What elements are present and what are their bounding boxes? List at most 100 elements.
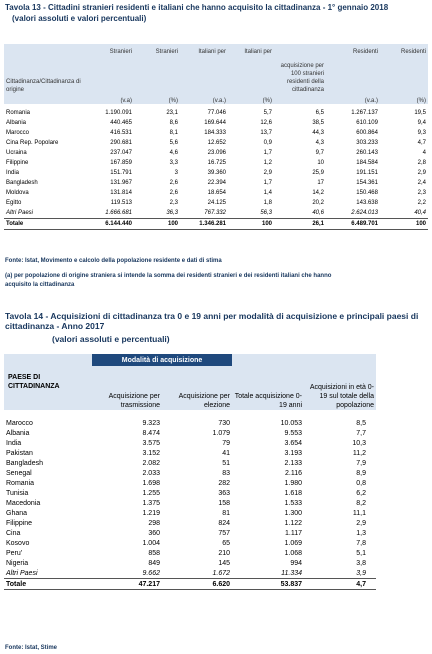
value-cell: 6.144.440 (86, 218, 134, 230)
t14-title: Tavola 14 - Acquisizioni di cittadinanza… (5, 311, 419, 331)
data-row: Moldova 131.814 2,6 18.654 1,4 14,2 150.468 2,3 (4, 188, 428, 198)
row-label: Totale (4, 218, 86, 230)
value-cell: 1,8 (263, 200, 272, 206)
value-cell: 2,9 (417, 170, 426, 176)
t14-subtitle: (valori assoluti e percentuali) (52, 334, 170, 344)
t13-source: Fonte: Istat, Movimento e calcolo della … (5, 258, 222, 264)
value-cell: 1.672 (212, 569, 231, 577)
value-cell: 8,1 (169, 130, 178, 136)
header-cell: Residenti (380, 44, 428, 94)
value-cell: 77.046 (207, 110, 226, 116)
value-cell: 1.190.091 (105, 110, 132, 116)
value-cell: 53.837 (232, 578, 305, 590)
row-label: India (6, 170, 20, 176)
value-cell: 1.219 (142, 509, 160, 517)
row-label: Marocco (6, 130, 30, 136)
value-cell: 849 (148, 559, 160, 567)
value-cell: 9,3 (417, 130, 426, 136)
value-cell: 11,2 (352, 449, 367, 457)
value-cell: 131.967 (110, 180, 132, 186)
value-cell: 65 (222, 539, 231, 547)
value-cell: 26,1 (274, 218, 326, 230)
value-cell: 2,6 (169, 180, 178, 186)
data-row: Macedonia 1.375 158 1.533 8,2 (4, 498, 376, 508)
value-cell: 1.533 (284, 499, 303, 507)
row-label: Romania (6, 110, 31, 116)
value-cell: 169.644 (204, 120, 226, 126)
row-label: Albania (6, 120, 27, 126)
row-label: Ghana (6, 509, 28, 517)
value-cell: 2,6 (169, 190, 178, 196)
value-cell: 167.859 (110, 160, 132, 166)
value-cell: 1.375 (142, 499, 160, 507)
row-label: Tunisia (6, 489, 29, 497)
row-label: Romania (6, 479, 35, 487)
value-cell: 145 (218, 559, 231, 567)
header-cell: Cittadinanza/Cittadinanza di origine (4, 44, 86, 94)
data-row: Bangladesh 131.967 2,6 22.394 1,7 17 154.361 2,… (4, 178, 428, 188)
value-cell: 13,7 (260, 130, 272, 136)
value-cell: 994 (290, 559, 303, 567)
value-cell: 2,2 (417, 200, 426, 206)
value-cell: 79 (222, 439, 231, 447)
row-label: Cina Rep. Popolare (6, 140, 59, 146)
row-label: Marocco (6, 419, 33, 427)
data-row: Senegal 2.033 83 2.116 8,9 (4, 468, 376, 478)
value-cell: 237.047 (110, 150, 132, 156)
value-cell: 1,2 (263, 160, 272, 166)
row-label: Totale (4, 578, 92, 590)
value-cell: 184.584 (356, 160, 378, 166)
data-row: India 151.791 3 39.360 2,9 25,9 191.151 2,9 (4, 168, 428, 178)
value-cell: 7,7 (356, 429, 367, 437)
value-cell: 154.361 (356, 180, 378, 186)
value-cell: 36,3 (166, 210, 178, 216)
value-cell: 2,3 (169, 200, 178, 206)
value-cell: 3,8 (356, 559, 367, 567)
value-cell: 360 (148, 529, 160, 537)
value-cell: 119.513 (110, 200, 132, 206)
value-cell: 282 (218, 479, 231, 487)
value-cell: 600.864 (356, 130, 378, 136)
value-cell: 1.698 (142, 479, 160, 487)
row-label: Moldova (6, 190, 29, 196)
value-cell: 25,9 (312, 170, 324, 176)
value-cell: 16.725 (207, 160, 226, 166)
unit-cell: (%) (380, 94, 428, 104)
header-cell: Residenti (326, 44, 380, 94)
header-cell: PAESE DI CITTADINANZA (4, 354, 92, 410)
data-row: Marocco 416.531 8,1 184.333 13,7 44,3 600.864 9… (4, 128, 428, 138)
value-cell: 18.654 (207, 190, 226, 196)
data-row: Filippine 167.859 3,3 16.725 1,2 10 184.584 2,8 (4, 158, 428, 168)
value-cell: 260.143 (356, 150, 378, 156)
value-cell: 1,3 (356, 529, 367, 537)
value-cell: 8,6 (169, 120, 178, 126)
value-cell: 8.474 (142, 429, 160, 437)
value-cell: 184.333 (204, 130, 226, 136)
value-cell: 7,9 (356, 459, 367, 467)
value-cell: 2.082 (142, 459, 160, 467)
value-cell: 12.652 (207, 140, 226, 146)
value-cell: 8,2 (356, 499, 367, 507)
value-cell: 1.346.281 (180, 218, 228, 230)
value-cell: 3.193 (284, 449, 303, 457)
value-cell: 2.033 (142, 469, 160, 477)
value-cell: 158 (218, 499, 231, 507)
value-cell: 10,3 (352, 439, 367, 447)
value-cell: 6,5 (315, 110, 324, 116)
value-cell: 767.332 (204, 210, 226, 216)
header-cell: Stranieri (86, 44, 134, 94)
value-cell: 5,6 (169, 140, 178, 146)
data-row: Nigeria 849 145 994 3,8 (4, 558, 376, 568)
value-cell: 8,5 (356, 419, 367, 427)
unit-cell (4, 94, 86, 104)
group-header: Modalità di acquisizione (92, 354, 233, 366)
value-cell: 3.152 (142, 449, 160, 457)
data-row: Peru' 858 210 1.068 5,1 (4, 548, 376, 558)
header-cell (232, 354, 305, 366)
value-cell: 363 (218, 489, 231, 497)
value-cell: 4,3 (315, 140, 324, 146)
value-cell: 298 (148, 519, 160, 527)
value-cell: 9,7 (315, 150, 324, 156)
row-label: Nigeria (6, 559, 29, 567)
